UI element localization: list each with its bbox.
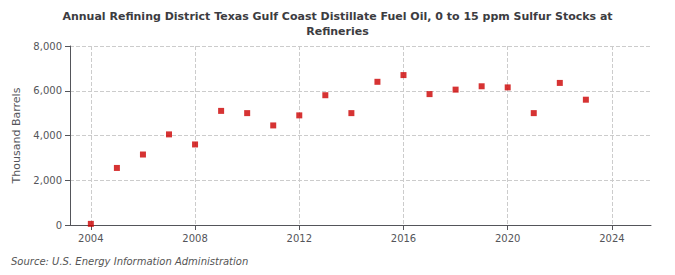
svg-text:2012: 2012: [287, 233, 312, 244]
svg-text:2004: 2004: [78, 233, 103, 244]
svg-text:2008: 2008: [182, 233, 207, 244]
svg-text:2024: 2024: [599, 233, 624, 244]
svg-text:2,000: 2,000: [33, 175, 62, 186]
svg-text:6,000: 6,000: [33, 85, 62, 96]
svg-text:Refineries: Refineries: [306, 25, 369, 38]
svg-text:Annual Refining District Texas: Annual Refining District Texas Gulf Coas…: [62, 10, 612, 23]
svg-text:Source: U.S. Energy Informatio: Source: U.S. Energy Information Administ…: [11, 256, 248, 267]
svg-text:Thousand Barrels: Thousand Barrels: [10, 87, 23, 184]
svg-text:4,000: 4,000: [33, 130, 62, 141]
svg-text:8,000: 8,000: [33, 41, 62, 52]
svg-text:2016: 2016: [391, 233, 416, 244]
svg-text:0: 0: [56, 220, 62, 231]
svg-text:2020: 2020: [495, 233, 520, 244]
